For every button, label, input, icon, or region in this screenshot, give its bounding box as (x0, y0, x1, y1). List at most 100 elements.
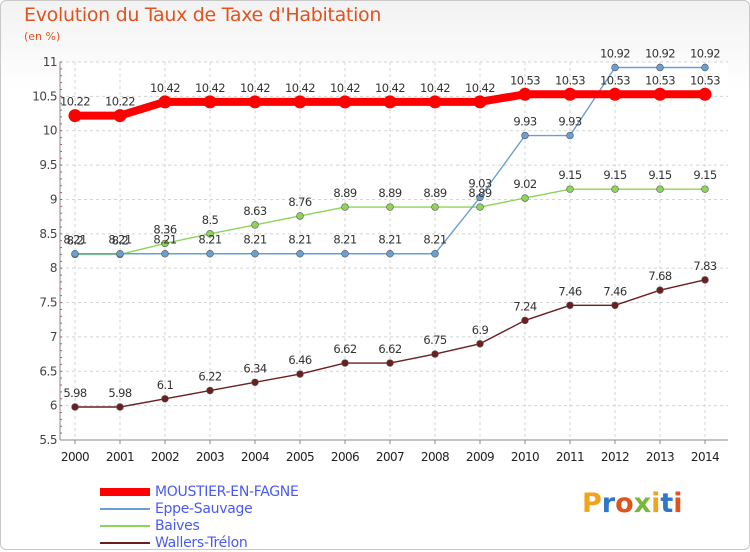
data-label: 6.75 (423, 333, 446, 347)
y-tick-label: 8.5 (39, 227, 57, 241)
data-label: 9.02 (513, 177, 536, 191)
data-label: 8.21 (333, 233, 356, 247)
plot-area (60, 62, 728, 440)
data-label: 8.76 (288, 195, 311, 209)
x-tick-label: 2005 (286, 450, 314, 464)
data-label: 8.89 (423, 186, 446, 200)
data-label: 10.22 (105, 95, 135, 109)
y-tick-label: 5.5 (39, 433, 57, 447)
chart-subtitle: (en %) (24, 30, 61, 43)
data-label: 9.93 (513, 115, 536, 129)
data-label: 10.53 (690, 73, 720, 87)
chart-title: Evolution du Taux de Taxe d'Habitation (24, 4, 382, 26)
data-label: 6.1 (157, 378, 174, 392)
x-tick-label: 2003 (196, 450, 224, 464)
data-point (653, 87, 667, 101)
x-tick-label: 2000 (61, 450, 89, 464)
data-point (608, 87, 622, 101)
data-point (611, 185, 619, 193)
data-label: 8.21 (243, 233, 266, 247)
data-point (701, 63, 709, 72)
data-point (566, 131, 574, 140)
data-point (476, 193, 484, 202)
y-tick-label: 11 (43, 55, 57, 69)
data-label: 8.5 (202, 213, 219, 227)
data-point (611, 301, 619, 309)
data-label: 10.92 (645, 46, 675, 60)
x-tick-label: 2007 (376, 450, 404, 464)
data-label: 9.93 (558, 115, 581, 129)
data-label: 10.22 (60, 95, 90, 109)
data-point (161, 239, 169, 248)
x-tick-label: 2001 (106, 450, 134, 464)
data-point (68, 109, 82, 123)
x-tick-label: 2013 (646, 450, 674, 464)
y-tick-label: 8 (50, 261, 57, 275)
data-label: 6.46 (288, 353, 311, 367)
data-label: 10.42 (420, 81, 450, 95)
data-label: 8.2 (67, 233, 84, 247)
data-point (161, 250, 169, 258)
x-tick-label: 2004 (241, 450, 269, 464)
data-point (386, 203, 394, 211)
legend-label: Eppe-Sauvage (155, 501, 253, 517)
y-tick-label: 6 (50, 399, 57, 413)
data-label: 7.46 (558, 284, 581, 298)
data-label: 7.24 (513, 299, 536, 313)
data-label: 10.42 (330, 81, 360, 95)
data-label: 10.53 (555, 73, 585, 87)
x-tick-label: 2008 (421, 450, 449, 464)
data-point (251, 221, 259, 229)
data-point (341, 250, 349, 258)
data-label: 6.62 (333, 342, 356, 356)
data-point (476, 203, 484, 211)
logo-letter: o (615, 488, 634, 519)
proxiti-logo: Proxiti (582, 488, 683, 519)
logo-letter: r (601, 488, 616, 519)
data-point (566, 301, 574, 309)
data-point (431, 350, 439, 358)
data-point (698, 87, 712, 101)
x-tick-label: 2014 (691, 450, 719, 464)
data-label: 6.9 (472, 323, 489, 337)
data-label: 7.46 (603, 284, 626, 298)
data-label: 8.21 (153, 233, 176, 247)
data-label: 6.34 (243, 361, 266, 375)
data-point (206, 230, 214, 238)
data-label: 8.21 (108, 233, 131, 247)
data-point (206, 386, 214, 395)
y-tick-label: 7.5 (39, 296, 57, 310)
data-point (656, 63, 664, 72)
legend-swatch (100, 525, 150, 527)
data-label: 10.92 (690, 46, 720, 60)
data-label: 9.15 (693, 168, 716, 182)
data-label: 8.2 (112, 233, 129, 247)
data-point (341, 203, 349, 211)
data-point (386, 359, 394, 367)
data-point (116, 403, 124, 411)
logo-letter: t (660, 488, 674, 519)
data-point (296, 250, 304, 258)
data-point (203, 95, 217, 109)
data-label: 5.98 (63, 386, 86, 400)
y-tick-label: 9 (50, 192, 57, 206)
data-label: 10.42 (465, 81, 495, 95)
data-label: 9.15 (603, 168, 626, 182)
data-label: 7.83 (693, 259, 716, 273)
data-label: 10.53 (510, 73, 540, 87)
legend-swatch (100, 488, 150, 496)
legend-label: Wallers-Trélon (155, 535, 248, 551)
data-label: 8.36 (153, 222, 176, 236)
logo-letter: P (582, 488, 602, 519)
data-label: 10.53 (600, 73, 630, 87)
x-tick-label: 2006 (331, 450, 359, 464)
data-label: 8.63 (243, 204, 266, 218)
legend-label: MOUSTIER-EN-FAGNE (155, 484, 299, 500)
data-label: 9.15 (648, 168, 671, 182)
y-tick-label: 10.5 (32, 89, 57, 103)
logo-letter: i (651, 488, 661, 519)
data-point (71, 403, 79, 411)
data-point (251, 378, 259, 386)
data-label: 10.42 (240, 81, 270, 95)
